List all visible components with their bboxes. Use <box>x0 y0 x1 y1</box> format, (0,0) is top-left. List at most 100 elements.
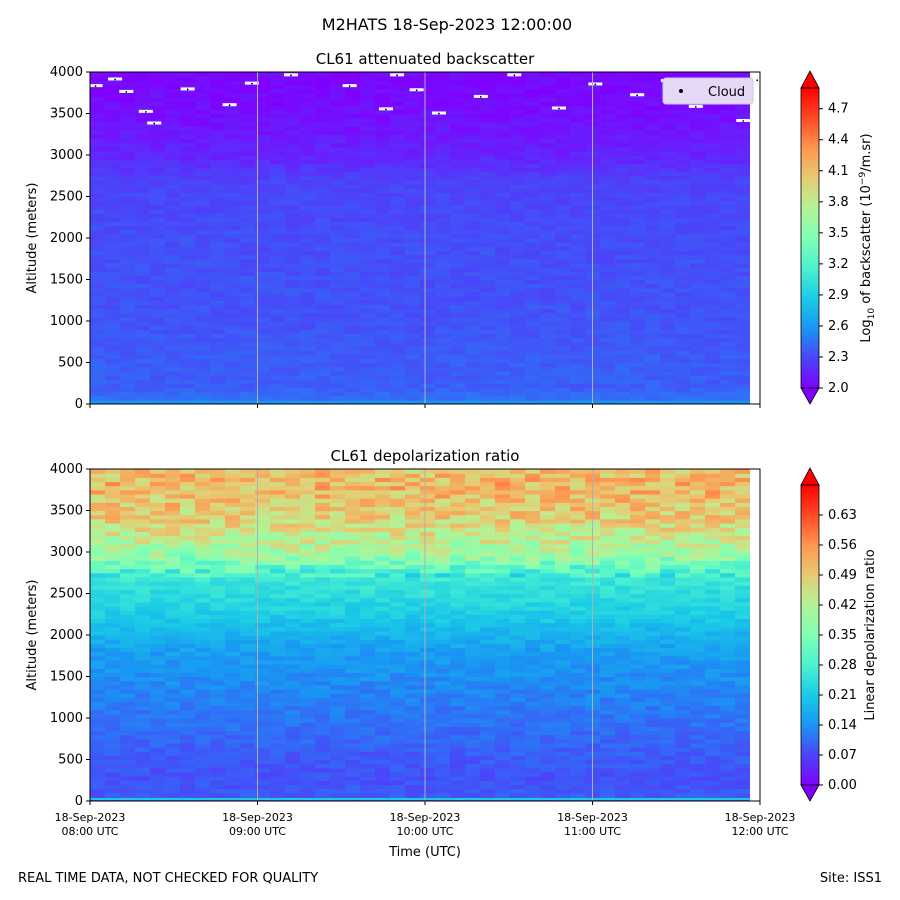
heatmap-cell <box>645 296 661 301</box>
heatmap-cell <box>645 776 661 781</box>
heatmap-cell <box>315 208 331 214</box>
heatmap-cell <box>465 709 481 715</box>
heatmap-cell <box>465 192 481 198</box>
heatmap-cell <box>570 246 586 252</box>
heatmap-cell <box>600 229 616 235</box>
heatmap-cell <box>285 130 301 135</box>
heatmap-cell <box>135 184 151 189</box>
heatmap-cell <box>690 780 706 785</box>
heatmap-cell <box>525 722 541 727</box>
heatmap-cell <box>375 250 391 256</box>
heatmap-cell <box>150 283 166 289</box>
heatmap-cell <box>705 362 721 368</box>
heatmap-cell <box>360 693 376 698</box>
heatmap-cell <box>330 329 346 335</box>
heatmap-cell <box>645 709 661 715</box>
heatmap-cell <box>735 188 751 193</box>
heatmap-cell <box>705 718 721 723</box>
heatmap-cell <box>660 271 676 276</box>
y-tick-label: 2000 <box>50 231 83 246</box>
heatmap-cell <box>735 337 751 343</box>
heatmap-cell <box>240 204 256 210</box>
heatmap-cell <box>675 780 691 785</box>
heatmap-cell <box>480 672 496 678</box>
heatmap-cell <box>150 676 166 682</box>
heatmap-cell <box>375 784 391 790</box>
heatmap-cell <box>210 395 226 401</box>
heatmap-cell <box>720 225 736 231</box>
heatmap-cell <box>195 747 211 752</box>
heatmap-cell <box>90 684 106 690</box>
heatmap-cell <box>420 109 436 115</box>
heatmap-cell <box>375 366 391 372</box>
heatmap-cell <box>120 759 136 765</box>
heatmap-cell <box>270 771 286 777</box>
heatmap-cell <box>450 308 466 314</box>
heatmap-cell <box>600 163 616 169</box>
heatmap-cell <box>195 130 211 135</box>
heatmap-cell <box>255 279 271 285</box>
heatmap-cell <box>345 387 361 393</box>
heatmap-cell <box>150 341 166 347</box>
heatmap-cell <box>135 726 151 732</box>
heatmap-cell <box>420 204 436 210</box>
heatmap-cell <box>225 312 241 318</box>
heatmap-cell <box>90 771 106 777</box>
heatmap-cell <box>270 688 286 694</box>
heatmap-cell <box>510 387 526 393</box>
heatmap-cell <box>570 321 586 326</box>
heatmap-cell <box>225 341 241 347</box>
heatmap-cell <box>195 76 211 81</box>
heatmap-cell <box>165 354 181 359</box>
heatmap-cell <box>360 80 376 86</box>
heatmap-cell <box>705 300 721 305</box>
heatmap-cell <box>720 150 736 156</box>
heatmap-cell <box>735 784 751 790</box>
heatmap-cell <box>690 72 706 77</box>
heatmap-cell <box>735 684 751 690</box>
heatmap-cell <box>555 379 571 384</box>
heatmap-cell <box>105 155 121 160</box>
heatmap-cell <box>465 138 481 144</box>
heatmap-cell <box>360 730 376 736</box>
heatmap-cell <box>690 258 706 264</box>
heatmap-cell <box>300 242 316 247</box>
heatmap-cell <box>180 246 196 252</box>
heatmap-cell <box>300 680 316 686</box>
heatmap-cell <box>405 179 421 185</box>
heatmap-cell <box>420 337 436 343</box>
heatmap-cell <box>465 734 481 740</box>
heatmap-cell <box>315 693 331 698</box>
heatmap-cell <box>540 354 556 359</box>
heatmap-cell <box>120 701 136 707</box>
heatmap-cell <box>195 358 211 364</box>
heatmap-cell <box>360 208 376 214</box>
heatmap-cell <box>540 771 556 777</box>
heatmap-cell <box>135 296 151 301</box>
heatmap-cell <box>525 680 541 686</box>
heatmap-cell <box>555 755 571 761</box>
heatmap-cell <box>540 283 556 289</box>
colorbar-tick-label: 2.0 <box>828 381 849 396</box>
heatmap-cell <box>375 130 391 135</box>
heatmap-cell <box>510 701 526 707</box>
heatmap-cell <box>645 722 661 727</box>
heatmap-cell <box>300 279 316 285</box>
heatmap-cell <box>90 374 106 380</box>
heatmap-cell <box>525 337 541 343</box>
heatmap-cell <box>270 250 286 256</box>
heatmap-cell <box>405 697 421 702</box>
heatmap-cell <box>540 350 556 355</box>
heatmap-cell <box>150 92 166 98</box>
heatmap-cell <box>720 742 736 748</box>
heatmap-cell <box>345 142 361 148</box>
heatmap-cell <box>405 142 421 148</box>
heatmap-cell <box>675 684 691 690</box>
heatmap-cell <box>660 672 676 678</box>
heatmap-cell <box>330 747 346 752</box>
heatmap-cell <box>660 693 676 698</box>
heatmap-cell <box>705 200 721 206</box>
heatmap-cell <box>615 321 631 326</box>
heatmap-cell <box>300 72 316 77</box>
heatmap-cell <box>555 167 571 173</box>
